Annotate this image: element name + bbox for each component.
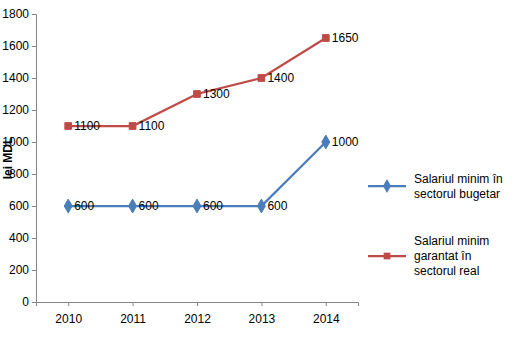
y-tick-label: 1400 [2,71,29,85]
y-tick: 200 [9,263,36,277]
y-tick: 1600 [2,39,36,53]
y-tick-mark [32,206,36,207]
y-tick-mark [32,14,36,15]
series-marker [258,75,265,82]
x-tick-label: 2010 [55,312,82,326]
data-label: 1300 [203,87,230,101]
y-tick-mark [32,46,36,47]
data-label: 1400 [267,71,294,85]
x-tick-label: 2014 [313,312,340,326]
y-tick-label: 1800 [2,7,29,21]
x-axis-line [37,303,359,307]
series-line [68,38,326,126]
y-tick: 1400 [2,71,36,85]
x-tick-mark [326,302,327,306]
x-tick: 2012 [184,302,211,326]
y-tick-mark [32,78,36,79]
legend-key-marker [383,179,391,193]
plot-area [64,35,330,213]
data-labels: 600 600 600 600 1000 1100 1100 1300 1400 1650 [74,31,359,213]
series-marker [129,199,137,213]
legend-label: Salariul minim însectorul bugetar [414,172,503,201]
y-tick: 400 [9,231,36,245]
series-marker [129,123,136,130]
x-axis: 2010 2011 2012 2013 2014 [37,302,359,326]
y-tick: 0 [22,295,36,309]
data-label: 600 [74,199,94,213]
data-label: 600 [203,199,223,213]
x-tick-mark [261,302,262,306]
legend-label: Salariul minimgarantat însectorul real [414,234,489,278]
chart: 0200400600800100012001400160018002010201… [0,0,520,348]
data-label: 1000 [332,135,359,149]
series-marker [257,199,265,213]
series-line [68,142,326,206]
series-marker [322,135,330,149]
x-tick: 2010 [55,302,82,326]
series-marker [322,35,329,42]
series-marker [65,123,72,130]
x-tick-label: 2013 [249,312,276,326]
series-marker [64,199,72,213]
legend-item: Salariul minim însectorul bugetar [368,172,503,201]
legend-key-marker [384,253,391,260]
y-tick-mark [32,174,36,175]
x-tick-label: 2012 [184,312,211,326]
y-tick-label: 1600 [2,39,29,53]
y-tick-mark [32,142,36,143]
x-tick: 2011 [120,302,146,326]
x-tick-label: 2011 [120,312,146,326]
y-tick: 1800 [2,7,36,21]
x-tick-mark [68,302,69,306]
y-axis-line [32,15,37,303]
y-tick: 1200 [2,103,36,117]
data-label: 1650 [332,31,359,45]
y-axis-title: lei MDL [1,137,15,180]
y-tick-label: 400 [9,231,29,245]
y-tick: 600 [9,199,36,213]
x-tick: 2014 [313,302,340,326]
x-tick-mark [133,302,134,306]
data-label: 1100 [74,119,100,133]
y-tick-label: 0 [22,295,29,309]
series-marker [193,199,201,213]
y-tick-mark [32,110,36,111]
y-tick-mark [32,270,36,271]
data-label: 600 [267,199,287,213]
y-tick-mark [32,238,36,239]
y-tick-label: 1200 [2,103,29,117]
legend-item: Salariul minimgarantat însectorul real [368,234,489,278]
x-tick: 2013 [249,302,276,326]
data-label: 1100 [139,119,165,133]
legend: Salariul minim însectorul bugetar Salariu… [368,172,503,279]
x-tick-mark [197,302,198,306]
y-tick-mark [32,302,36,303]
y-tick-label: 200 [9,263,29,277]
data-label: 600 [139,199,159,213]
y-tick-label: 600 [9,199,29,213]
series-marker [194,91,201,98]
